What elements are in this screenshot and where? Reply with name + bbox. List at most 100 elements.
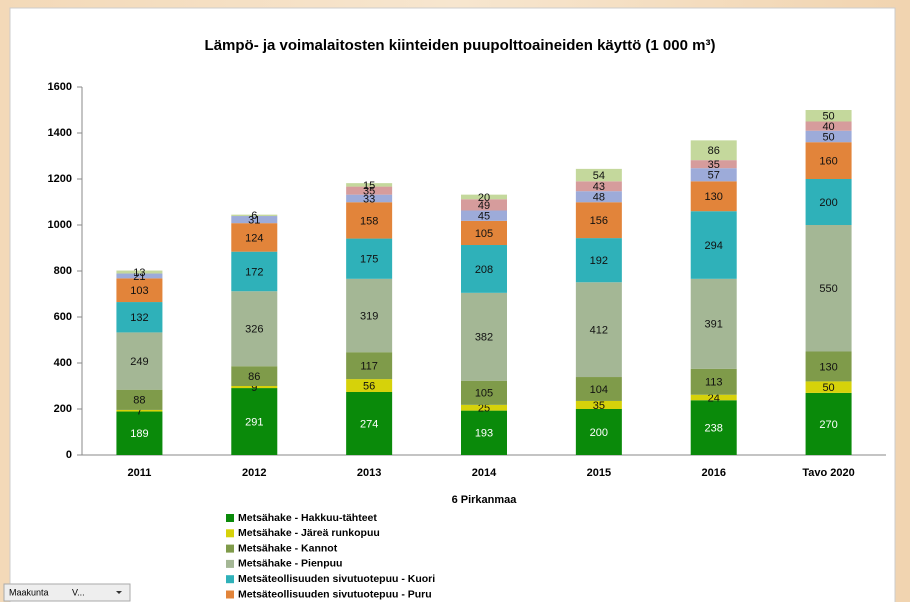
bar-segment [346, 186, 393, 195]
filter-button-box[interactable] [3, 583, 131, 602]
data-label: 86 [248, 371, 260, 383]
data-label: 21 [133, 271, 145, 283]
bar-segment [231, 366, 278, 386]
legend-label: Metsäteollisuuden sivutuotepuu - Puru [238, 588, 432, 600]
data-label: 274 [360, 418, 378, 430]
bar-segment [231, 291, 278, 367]
bar-segment [231, 388, 278, 455]
bar-segment [690, 168, 737, 182]
x-tick-label: 2013 [357, 467, 381, 479]
data-label: 105 [475, 388, 493, 400]
data-label: 192 [590, 255, 608, 267]
bar-segment [805, 110, 852, 122]
data-label: 33 [363, 193, 375, 205]
bar-segment [346, 202, 393, 239]
data-label: 20 [478, 192, 490, 204]
y-tick-label: 200 [54, 403, 72, 415]
data-label: 117 [360, 361, 378, 373]
legend-swatch [226, 544, 234, 553]
bar-segment [346, 278, 393, 353]
bar-segment [346, 238, 393, 279]
bar-segment [116, 409, 163, 412]
legend-label: Metsähake - Pienpuu [238, 558, 342, 570]
bar-segment [575, 400, 622, 409]
bar-segment [231, 214, 278, 217]
bar-segment [116, 278, 163, 303]
filter-value[interactable]: V... [72, 587, 85, 597]
bar-segment [461, 410, 507, 455]
legend-label: Metsähake - Hakkuu-tähteet [238, 512, 377, 524]
bar-segment [690, 181, 737, 212]
bar-segment [346, 183, 393, 187]
bar-segment [805, 392, 852, 455]
data-label: 9 [251, 382, 257, 394]
data-label: 48 [593, 192, 605, 204]
data-label: 104 [590, 384, 608, 396]
filter-label[interactable]: Maakunta [9, 587, 49, 597]
x-tick-label: 2012 [242, 467, 266, 479]
data-label: 412 [590, 325, 608, 337]
bar-segment [116, 411, 163, 455]
data-label: 175 [360, 254, 378, 266]
data-label: 326 [245, 324, 263, 336]
legend-label: Metsähake - Järeä runkopuu [238, 527, 380, 539]
bar-segment [805, 142, 852, 179]
bar-segment [805, 130, 852, 143]
y-tick-label: 1000 [48, 219, 72, 231]
x-tick-label: 2011 [127, 467, 151, 479]
data-label: 13 [133, 267, 145, 279]
bar-segment [575, 282, 622, 378]
bar-segment [116, 389, 163, 410]
data-label: 31 [248, 215, 260, 227]
data-label: 43 [593, 181, 605, 193]
bar-segment [690, 394, 737, 401]
filter-button[interactable]: Maakunta V... [3, 583, 131, 602]
legend-swatch [226, 529, 234, 538]
legend-swatch [226, 575, 234, 584]
bar-segment [231, 223, 278, 252]
bar-segment [690, 278, 737, 369]
bar-segment [461, 199, 507, 211]
bar-segment [690, 140, 737, 161]
data-label: 200 [819, 197, 837, 209]
data-label: 158 [360, 215, 378, 227]
data-label: 132 [130, 312, 148, 324]
x-tick-label: Tavo 2020 [802, 467, 854, 479]
y-tick-label: 800 [54, 265, 72, 277]
data-label: 50 [822, 131, 834, 143]
legend-swatch [226, 559, 234, 568]
bar-segment [461, 245, 507, 293]
data-label: 15 [363, 180, 375, 192]
data-label: 294 [705, 240, 723, 252]
bar-segment [461, 380, 507, 405]
chart-title: Lämpö- ja voimalaitosten kiinteiden puup… [205, 37, 716, 54]
dropdown-arrow[interactable] [116, 591, 122, 594]
bar-segment [346, 379, 393, 392]
legend-swatch [226, 514, 234, 522]
bar-segment [690, 211, 737, 279]
bar-segment [805, 381, 852, 393]
bar-segment [461, 220, 507, 246]
data-label: 24 [708, 392, 720, 404]
x-tick-label: 2014 [472, 467, 497, 479]
bar-segment [231, 251, 278, 292]
data-label: 270 [819, 419, 837, 431]
legend-swatch [226, 590, 234, 599]
data-label: 40 [822, 121, 834, 133]
data-label: 550 [819, 283, 837, 295]
data-label: 50 [822, 382, 834, 394]
bar-segment [805, 121, 852, 131]
bar-segment [461, 194, 507, 200]
legend-label: Metsähake - Kannot [238, 542, 338, 554]
data-label: 189 [130, 428, 148, 440]
bar-segment [805, 225, 852, 352]
bar-segment [690, 160, 737, 169]
bar-segment [346, 352, 393, 380]
data-label: 208 [475, 264, 493, 276]
y-tick-label: 600 [54, 311, 72, 323]
bar-segment [575, 409, 622, 455]
data-label: 200 [590, 427, 608, 439]
data-label: 25 [478, 403, 490, 415]
